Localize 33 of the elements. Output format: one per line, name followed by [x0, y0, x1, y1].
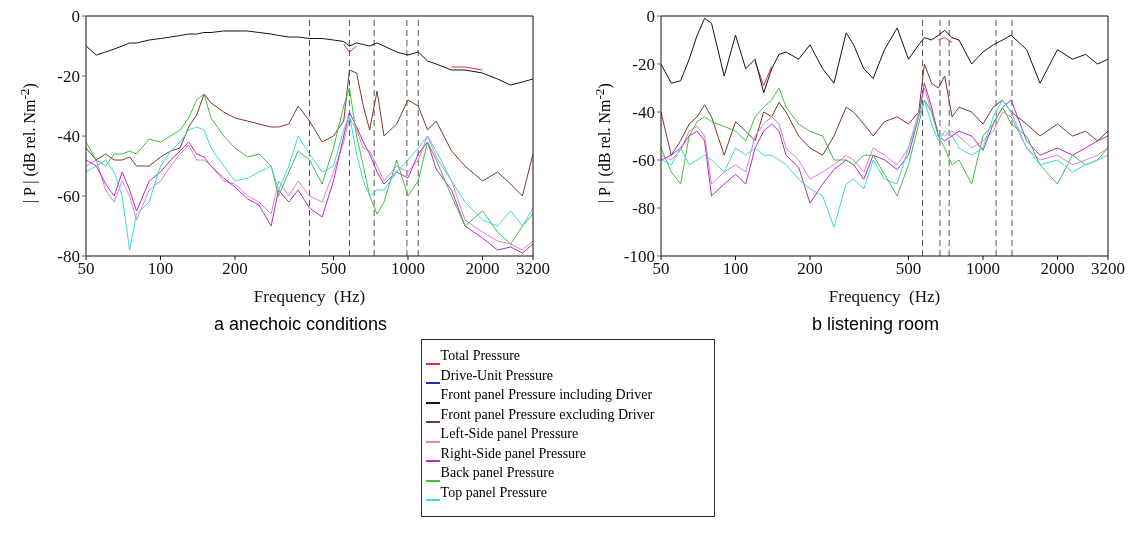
- legend-label: Front panel Pressure including Driver: [440, 386, 653, 404]
- y-tick-label: 0: [646, 7, 655, 27]
- x-tick-label: 2000: [1040, 259, 1075, 279]
- x-tick-label: 200: [222, 259, 248, 279]
- legend-label: Total Pressure: [440, 347, 521, 365]
- x-axis-title: Frequency (Hz): [828, 287, 941, 306]
- x-tick-label: 3200: [516, 259, 550, 279]
- x-tick-label: 1000: [390, 259, 425, 279]
- legend-label: Left-Side panel Pressure: [440, 425, 579, 443]
- x-tick-label: 500: [895, 259, 922, 279]
- y-tick-label: -40: [57, 127, 80, 147]
- legend-label: Top panel Pressure: [440, 483, 547, 502]
- legend-label: Back panel Pressure: [440, 464, 555, 482]
- text: b listening room: [810, 314, 941, 335]
- x-axis-title: Frequency (Hz): [253, 287, 366, 306]
- legend-label: Front panel Pressure excluding Driver: [440, 405, 655, 424]
- x-tick-label: 3200: [1091, 259, 1125, 279]
- y-tick-label: -60: [632, 151, 655, 171]
- y-tick-label: -40: [632, 103, 655, 123]
- y-tick-label: -80: [632, 199, 655, 219]
- x-tick-label: 1000: [965, 259, 1000, 279]
- y-tick-label: -20: [632, 55, 655, 75]
- x-tick-label: 100: [147, 259, 174, 279]
- y-tick-label: -20: [57, 67, 80, 87]
- x-tick-label: 200: [797, 259, 823, 279]
- legend-label: Right-Side panel Pressure: [440, 444, 586, 463]
- y-tick-label: 0: [71, 7, 80, 27]
- x-tick-label: 100: [722, 259, 749, 279]
- x-tick-label: 2000: [465, 259, 500, 279]
- y-tick-label: -60: [57, 187, 80, 207]
- text: a anechoic conditions: [212, 314, 389, 335]
- legend-label: Drive-Unit Pressure: [440, 366, 553, 385]
- x-tick-label: 500: [320, 259, 347, 279]
